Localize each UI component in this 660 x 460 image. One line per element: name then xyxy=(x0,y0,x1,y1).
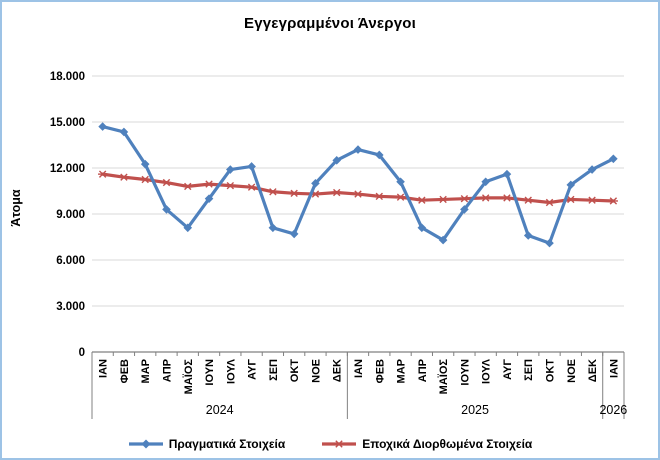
marker-adjusted xyxy=(566,195,576,204)
month-label: ΙΟΥΛ xyxy=(225,358,237,384)
month-label: ΜΑΡ xyxy=(140,359,152,383)
actual-series-icon xyxy=(128,439,163,449)
marker-adjusted xyxy=(374,192,384,201)
y-tick-label: 18.000 xyxy=(50,71,85,83)
marker-actual xyxy=(98,122,107,131)
marker-actual xyxy=(502,169,512,179)
year-label: 2024 xyxy=(206,403,234,417)
month-label: ΜΑΪΟΣ xyxy=(182,359,195,395)
marker-actual xyxy=(417,223,427,233)
marker-adjusted xyxy=(353,190,363,198)
marker-actual xyxy=(460,205,469,214)
marker-adjusted xyxy=(544,198,555,207)
month-label: ΑΥΓ xyxy=(247,359,259,380)
marker-actual xyxy=(566,180,576,190)
year-label: 2025 xyxy=(461,403,489,417)
legend: Πραγματικά Στοιχεία Εποχικά Διορθωμένα Σ… xyxy=(2,437,658,451)
y-tick-label: 12.000 xyxy=(50,163,85,175)
chart-title: Εγγεγραμμένοι Άνεργοι xyxy=(244,15,416,32)
month-label: ΑΠΡ xyxy=(161,359,173,382)
month-label: ΙΟΥΛ xyxy=(481,358,493,384)
marker-adjusted xyxy=(225,181,235,190)
month-label: ΟΚΤ xyxy=(289,359,301,383)
marker-actual xyxy=(353,145,363,154)
marker-adjusted xyxy=(459,194,469,203)
marker-adjusted xyxy=(183,182,193,191)
month-label: ΣΕΠ xyxy=(523,359,535,381)
marker-adjusted xyxy=(438,195,448,204)
marker-actual xyxy=(226,165,235,174)
y-tick-label: 0 xyxy=(79,347,85,359)
marker-adjusted xyxy=(395,193,406,201)
month-label: ΟΚΤ xyxy=(545,359,557,383)
marker-adjusted xyxy=(161,178,172,187)
marker-actual xyxy=(481,177,490,187)
y-tick-label: 9.000 xyxy=(56,209,85,221)
marker-actual xyxy=(438,235,448,245)
adjusted-series-icon xyxy=(322,440,357,448)
marker-actual xyxy=(523,231,533,240)
month-label: ΦΕΒ xyxy=(119,359,131,383)
marker-adjusted xyxy=(417,196,427,204)
y-tick-label: 3.000 xyxy=(56,301,85,313)
series-line-adjusted xyxy=(101,172,615,205)
marker-actual xyxy=(396,177,405,187)
marker-actual xyxy=(609,154,618,164)
marker-adjusted xyxy=(204,180,214,188)
month-label: ΙΑΝ xyxy=(353,359,365,378)
marker-adjusted xyxy=(502,194,512,202)
month-label: ΔΕΚ xyxy=(587,359,599,382)
month-label: ΙΑΝ xyxy=(98,359,110,378)
marker-adjusted xyxy=(608,197,618,205)
marker-adjusted xyxy=(332,188,342,197)
month-label: ΑΥΓ xyxy=(502,359,514,380)
legend-item-adjusted: Εποχικά Διορθωμένα Στοιχεία xyxy=(321,437,532,451)
y-tick-label: 6.000 xyxy=(56,255,85,267)
marker-actual xyxy=(374,150,384,160)
month-label: ΣΕΠ xyxy=(268,359,280,381)
marker-actual xyxy=(162,205,171,214)
marker-adjusted xyxy=(247,183,257,191)
month-label: ΦΕΒ xyxy=(374,359,386,383)
marker-actual xyxy=(247,162,256,171)
marker-actual xyxy=(587,165,597,174)
marker-actual xyxy=(268,223,278,233)
month-label: ΔΕΚ xyxy=(332,359,344,382)
marker-actual xyxy=(183,223,193,233)
marker-adjusted xyxy=(289,189,299,197)
marker-actual xyxy=(332,156,342,165)
marker-adjusted xyxy=(587,196,597,204)
month-label: ΝΟΕ xyxy=(566,359,578,383)
month-label: ΙΟΥΝ xyxy=(459,359,471,386)
marker-adjusted xyxy=(481,194,491,202)
month-label: ΑΠΡ xyxy=(417,359,429,382)
marker-actual xyxy=(119,127,129,137)
marker-adjusted xyxy=(98,170,108,178)
year-label: 2026 xyxy=(599,403,627,417)
month-label: ΜΑΡ xyxy=(396,359,408,383)
month-label: ΝΟΕ xyxy=(310,359,322,383)
month-label: ΙΟΥΝ xyxy=(204,359,216,386)
month-label: ΜΑΪΟΣ xyxy=(437,359,450,395)
marker-adjusted xyxy=(119,173,129,181)
marker-actual xyxy=(204,194,214,203)
marker-actual xyxy=(140,159,150,169)
plot-area: 0 3.000 6.000 9.000 12.000 15.000 18.000 2024 20… xyxy=(50,71,627,419)
marker-actual xyxy=(545,238,554,248)
month-label: ΙΑΝ xyxy=(608,359,620,378)
marker-adjusted xyxy=(268,188,278,196)
marker-adjusted xyxy=(140,175,150,184)
marker-actual xyxy=(289,229,299,239)
legend-label-actual: Πραγματικά Στοιχεία xyxy=(168,437,286,451)
legend-label-adjusted: Εποχικά Διορθωμένα Στοιχεία xyxy=(362,437,533,451)
marker-adjusted xyxy=(523,196,533,204)
marker-actual xyxy=(311,179,320,188)
legend-item-actual: Πραγματικά Στοιχεία xyxy=(128,437,286,451)
y-tick-label: 15.000 xyxy=(50,117,85,129)
